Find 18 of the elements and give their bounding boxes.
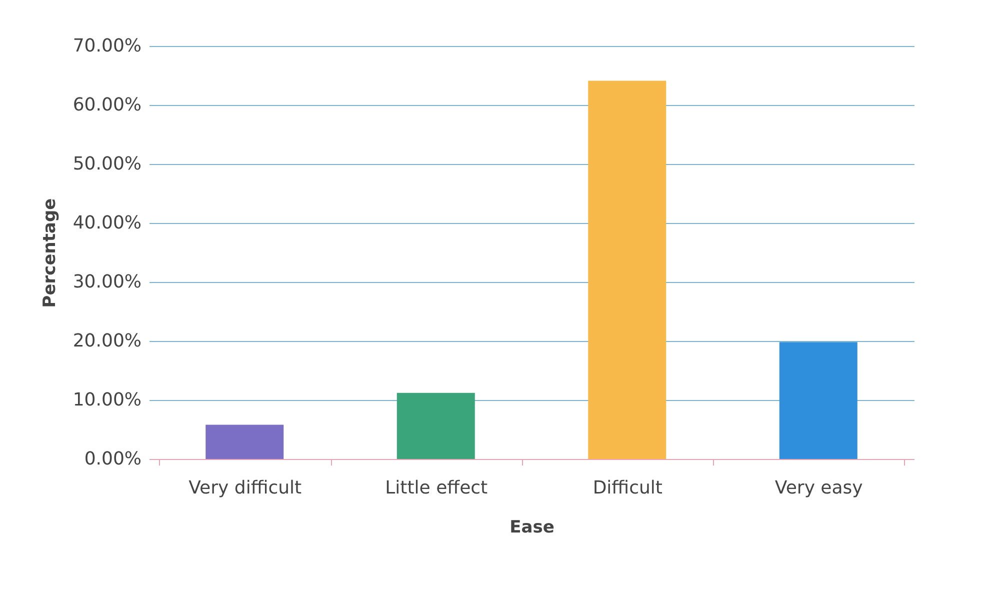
y-tick-label: 30.00% — [72, 272, 142, 292]
bar — [206, 424, 284, 459]
x-tick-label: Very easy — [774, 478, 864, 498]
x-tick-label: Very difficult — [188, 478, 302, 498]
y-axis-title: Percentage — [40, 198, 60, 308]
x-tick-label: Little effect — [385, 478, 488, 498]
y-tick-label: 50.00% — [72, 154, 142, 174]
x-axis-title: Ease — [510, 518, 554, 538]
y-tick-label: 70.00% — [72, 36, 142, 56]
bar — [779, 342, 858, 459]
y-tick-label: 60.00% — [72, 94, 142, 116]
x-tick-label: Difficult — [592, 478, 662, 498]
bar — [588, 80, 666, 459]
y-tick-label: 10.00% — [72, 390, 142, 410]
y-tick-label: 0.00% — [84, 448, 142, 470]
bar — [396, 392, 475, 459]
y-tick-label: 40.00% — [72, 212, 142, 234]
y-tick-label: 20.00% — [72, 330, 142, 352]
